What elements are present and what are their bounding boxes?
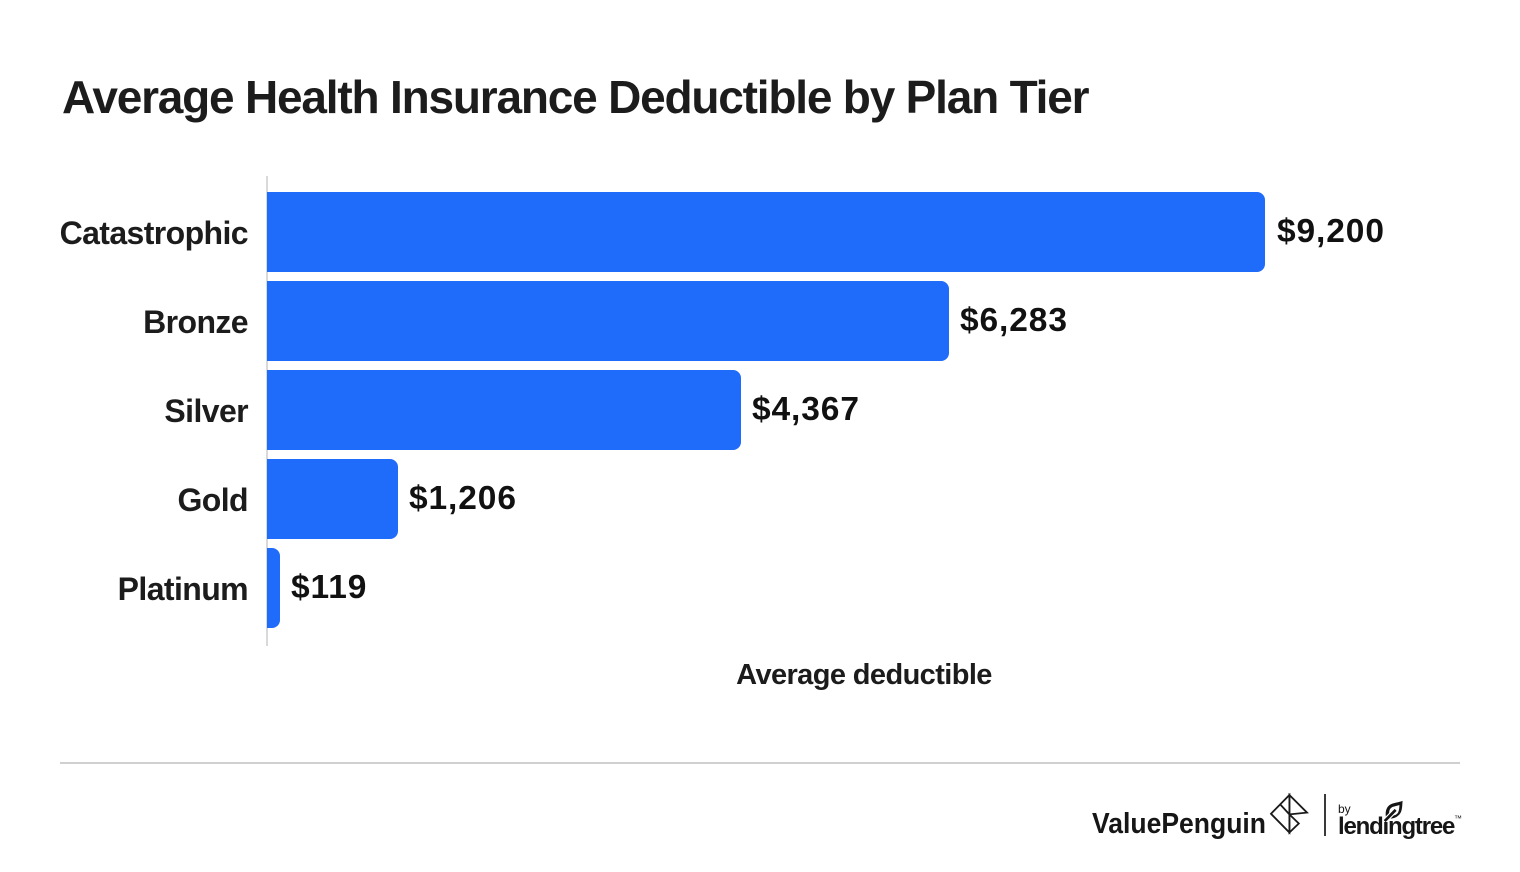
- svg-text:ValuePenguin: ValuePenguin: [1092, 808, 1266, 840]
